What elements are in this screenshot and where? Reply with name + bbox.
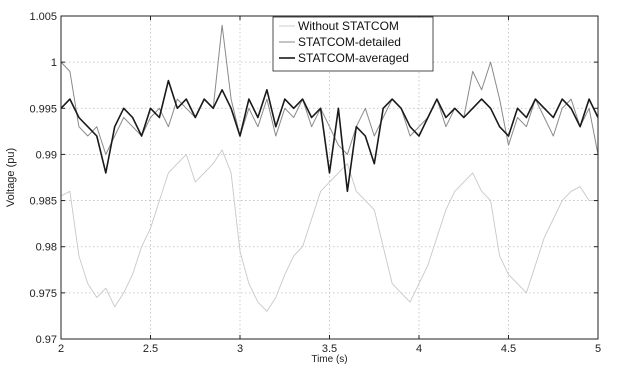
series-layer xyxy=(60,24,599,312)
y-tick-label-0: 0.97 xyxy=(36,334,57,346)
legend-label-2: STATCOM-averaged xyxy=(298,51,409,65)
series-line-2 xyxy=(60,79,599,193)
legend-label-1: STATCOM-detailed xyxy=(298,35,401,49)
y-tick-label-4: 0.99 xyxy=(36,149,57,161)
series-line-1 xyxy=(60,24,599,155)
y-tick-label-2: 0.98 xyxy=(36,242,57,254)
x-tick-label-1: 2.5 xyxy=(143,343,158,355)
x-tick-label-0: 2 xyxy=(58,343,64,355)
x-tick-label-3: 3.5 xyxy=(322,343,337,355)
legend-box xyxy=(272,16,434,72)
y-tick-label-6: 1 xyxy=(51,57,57,69)
y-tick-label-3: 0.985 xyxy=(29,196,57,208)
x-axis-title: Time (s) xyxy=(311,354,347,365)
x-tick-label-4: 4 xyxy=(416,343,422,355)
y-tick-label-5: 0.995 xyxy=(29,103,57,115)
x-axis-ticks: 2 2.5 3 3.5 4 4.5 5 xyxy=(58,16,601,355)
y-axis-ticks: 0.97 0.975 0.98 0.985 0.99 0.995 1 1.005 xyxy=(29,11,598,346)
x-tick-label-6: 5 xyxy=(595,343,601,355)
x-tick-label-5: 4.5 xyxy=(501,343,516,355)
legend: Without STATCOM STATCOM-detailed STATCOM-a… xyxy=(272,16,434,72)
series-line-0 xyxy=(60,149,598,312)
y-axis-title: Voltage (pu) xyxy=(5,148,17,207)
legend-label-0: Without STATCOM xyxy=(298,19,399,33)
y-tick-label-1: 0.975 xyxy=(29,288,57,300)
y-tick-label-7: 1.005 xyxy=(29,11,57,23)
x-tick-label-2: 3 xyxy=(237,343,243,355)
